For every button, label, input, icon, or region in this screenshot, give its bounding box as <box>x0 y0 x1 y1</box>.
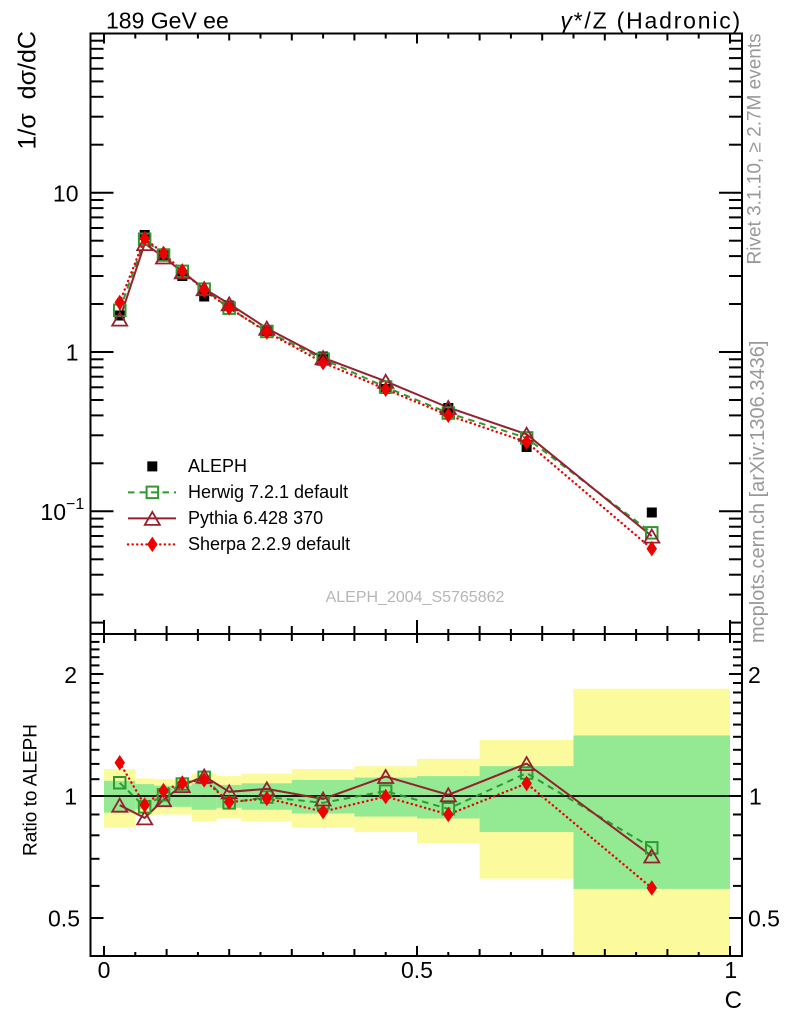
svg-text:0.5: 0.5 <box>401 957 433 983</box>
svg-text:γ*/Z (Hadronic): γ*/Z (Hadronic) <box>560 7 742 33</box>
svg-text:Ratio to ALEPH: Ratio to ALEPH <box>21 724 42 856</box>
svg-text:−1: −1 <box>66 496 84 513</box>
svg-text:1: 1 <box>64 784 77 810</box>
svg-text:ALEPH_2004_S5765862: ALEPH_2004_S5765862 <box>326 589 505 606</box>
svg-text:1: 1 <box>724 957 737 983</box>
svg-text:C: C <box>725 987 742 1014</box>
svg-text:1/σ dσ/dC: 1/σ dσ/dC <box>14 31 42 149</box>
svg-text:Rivet 3.1.10, ≥ 2.7M events: Rivet 3.1.10, ≥ 2.7M events <box>745 33 766 264</box>
svg-text:1: 1 <box>749 784 762 810</box>
svg-text:10: 10 <box>53 181 79 207</box>
svg-text:0: 0 <box>98 957 111 983</box>
svg-text:2: 2 <box>748 662 761 688</box>
svg-text:Herwig 7.2.1 default: Herwig 7.2.1 default <box>188 482 348 502</box>
svg-text:1: 1 <box>66 340 79 366</box>
svg-text:Sherpa 2.2.9 default: Sherpa 2.2.9 default <box>188 534 350 554</box>
svg-text:2: 2 <box>64 662 77 688</box>
svg-text:10: 10 <box>40 499 66 525</box>
svg-text:0.5: 0.5 <box>748 906 780 932</box>
svg-text:ALEPH: ALEPH <box>188 456 247 476</box>
svg-text:mcplots.cern.ch [arXiv:1306.34: mcplots.cern.ch [arXiv:1306.3436] <box>747 341 769 643</box>
svg-text:Pythia 6.428 370: Pythia 6.428 370 <box>188 508 323 528</box>
svg-text:189 GeV ee: 189 GeV ee <box>106 7 229 33</box>
svg-text:0.5: 0.5 <box>48 906 80 932</box>
